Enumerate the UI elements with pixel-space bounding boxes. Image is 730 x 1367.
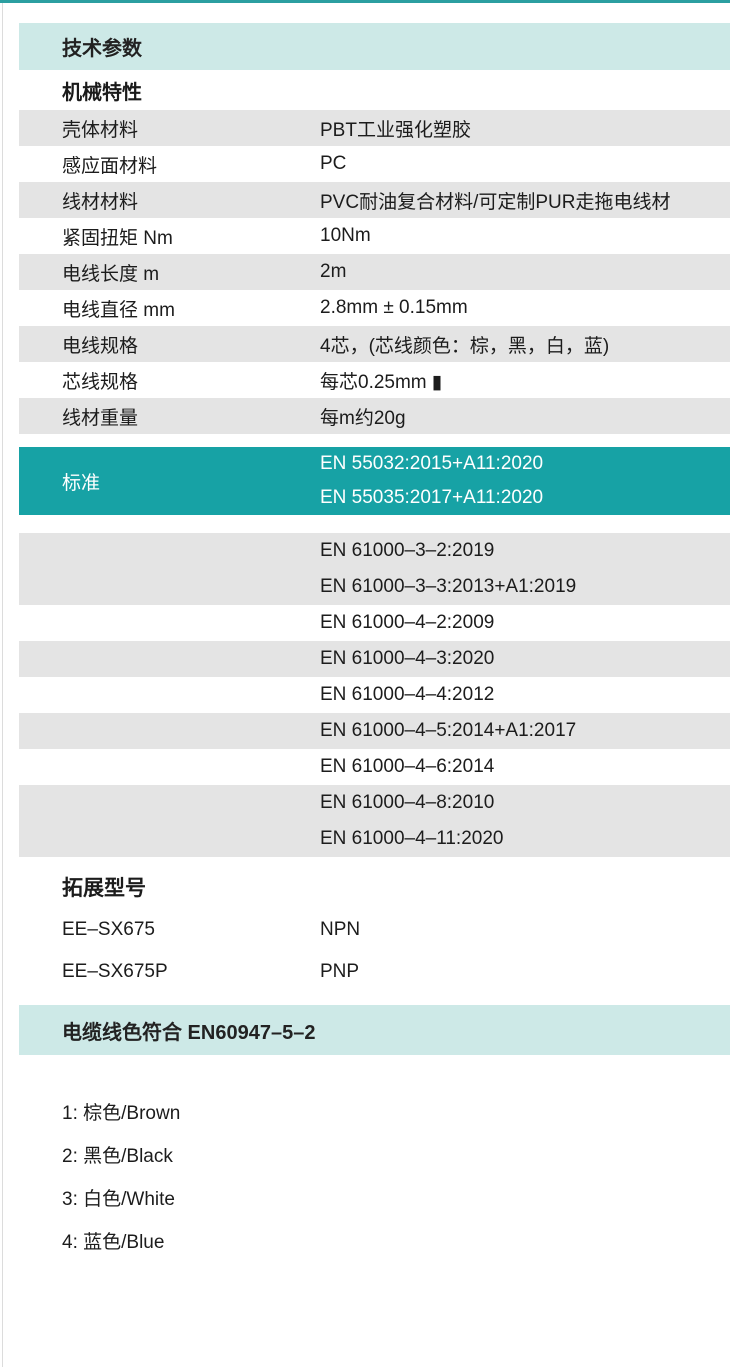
row-label: 紧固扭矩 Nm: [62, 227, 173, 249]
standard-line: EN 55035:2017+A11:2020: [320, 487, 544, 508]
standards-label: 标准: [62, 472, 101, 494]
model-output-type: NPN: [320, 919, 361, 940]
table-row: 电线直径 mm 2.8mm ± 0.15mm: [19, 290, 730, 326]
top-accent-line: [0, 0, 730, 3]
model-name: EE–SX675P: [62, 961, 168, 982]
row-value: 10Nm: [320, 225, 371, 246]
row-value: PBT工业强化塑胶: [320, 119, 471, 141]
table-row: 电线长度 m 2m: [19, 254, 730, 290]
row-label: 电线长度 m: [62, 263, 160, 285]
standard-line: EN 61000–4–2:2009: [320, 612, 495, 633]
standards-group: EN 61000–4–4:2012: [19, 677, 730, 713]
standards-group: EN 61000–4–5:2014+A1:2017: [19, 713, 730, 749]
cable-colors-band: 电缆线色符合 EN60947–5–2: [19, 1005, 730, 1055]
row-value: PVC耐油复合材料/可定制PUR走拖电线材: [320, 191, 671, 213]
row-label: 线材重量: [62, 407, 139, 429]
standard-line: EN 61000–4–5:2014+A1:2017: [320, 720, 577, 741]
extended-models-table: EE–SX675 NPN EE–SX675P PNP: [19, 909, 730, 993]
row-label: 芯线规格: [62, 371, 139, 393]
standard-line: EN 61000–3–3:2013+A1:2019: [320, 576, 577, 597]
standards-highlight-lines: EN 55032:2015+A11:2020 EN 55035:2017+A11…: [320, 447, 543, 515]
cable-colors-title: 电缆线色符合 EN60947–5–2: [62, 1021, 316, 1044]
list-item: 1: 棕色/Brown: [62, 1103, 181, 1124]
table-row: 感应面材料 PC: [19, 146, 730, 182]
spec-table: 壳体材料 PBT工业强化塑胶 感应面材料 PC 线材材料 PVC耐油复合材料/可…: [19, 110, 730, 434]
standards-group: EN 61000–4–2:2009: [19, 605, 730, 641]
standards-highlight-block: 标准 EN 55032:2015+A11:2020 EN 55035:2017+…: [19, 447, 730, 515]
tech-params-title: 技术参数: [62, 38, 142, 60]
standards-group: EN 61000–3–2:2019 EN 61000–3–3:2013+A1:2…: [19, 533, 730, 605]
standards-list: EN 61000–3–2:2019 EN 61000–3–3:2013+A1:2…: [19, 533, 730, 857]
spec-sheet: 技术参数 机械特性 壳体材料 PBT工业强化塑胶 感应面材料 PC 线材材料 P…: [19, 3, 730, 1262]
table-row: 电线规格 4芯，(芯线颜色：棕，黑，白，蓝): [19, 326, 730, 362]
tech-params-band: 技术参数: [19, 23, 730, 70]
standards-group: EN 61000–4–8:2010 EN 61000–4–11:2020: [19, 785, 730, 857]
standards-group: EN 61000–4–6:2014: [19, 749, 730, 785]
standard-line: EN 61000–4–8:2010: [320, 792, 495, 813]
table-row: 线材重量 每m约20g: [19, 398, 730, 434]
row-value: PC: [320, 153, 347, 174]
table-row: 紧固扭矩 Nm 10Nm: [19, 218, 730, 254]
row-value: 每m约20g: [320, 407, 406, 429]
row-label: 感应面材料: [62, 155, 158, 177]
row-value: 每芯0.25mm ▮: [320, 371, 443, 393]
row-label: 电线规格: [62, 335, 139, 357]
table-row: 壳体材料 PBT工业强化塑胶: [19, 110, 730, 146]
standard-line: EN 61000–4–11:2020: [320, 828, 504, 849]
row-label: 线材材料: [62, 191, 139, 213]
cable-color-list: 1: 棕色/Brown 2: 黑色/Black 3: 白色/White 4: 蓝…: [19, 1090, 730, 1262]
row-value: 4芯，(芯线颜色：棕，黑，白，蓝): [320, 335, 610, 357]
table-row: EE–SX675P PNP: [19, 951, 730, 993]
extended-models-heading: 拓展型号: [62, 877, 146, 900]
list-item: 4: 蓝色/Blue: [62, 1232, 165, 1253]
table-row: 线材材料 PVC耐油复合材料/可定制PUR走拖电线材: [19, 182, 730, 218]
row-value: 2.8mm ± 0.15mm: [320, 297, 468, 318]
row-label: 电线直径 mm: [62, 299, 175, 321]
list-item: 2: 黑色/Black: [62, 1146, 173, 1167]
model-output-type: PNP: [320, 961, 360, 982]
row-value: 2m: [320, 261, 347, 282]
page-left-border: [2, 3, 3, 1367]
row-label: 壳体材料: [62, 119, 139, 141]
table-row: EE–SX675 NPN: [19, 909, 730, 951]
standard-line: EN 55032:2015+A11:2020: [320, 453, 544, 474]
mechanical-section-heading: 机械特性: [62, 81, 142, 104]
model-name: EE–SX675: [62, 919, 155, 940]
standard-line: EN 61000–3–2:2019: [320, 540, 495, 561]
table-row: 芯线规格 每芯0.25mm ▮: [19, 362, 730, 398]
list-item: 3: 白色/White: [62, 1189, 175, 1210]
standard-line: EN 61000–4–3:2020: [320, 648, 495, 669]
standard-line: EN 61000–4–6:2014: [320, 756, 495, 777]
standard-line: EN 61000–4–4:2012: [320, 684, 495, 705]
standards-group: EN 61000–4–3:2020: [19, 641, 730, 677]
